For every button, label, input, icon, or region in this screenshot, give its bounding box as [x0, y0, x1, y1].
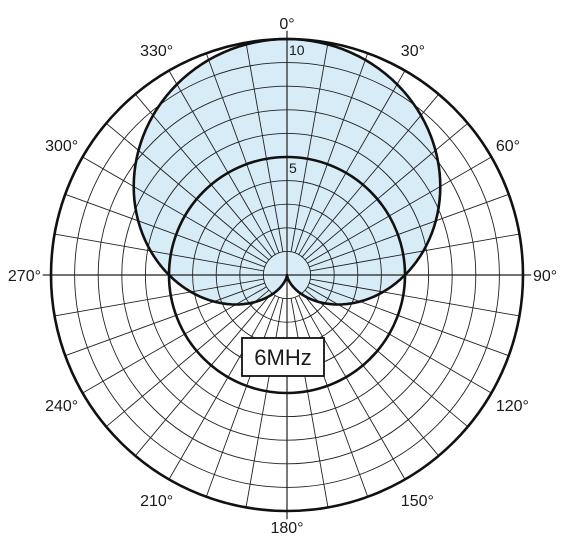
angle-tick-label: 180° — [270, 520, 303, 537]
grid-spoke — [82, 286, 267, 394]
annotation-label: 6MHz — [254, 345, 311, 370]
radial-tick-label: 10 — [289, 42, 305, 58]
grid-spoke — [134, 93, 273, 258]
angle-tick-label: 210° — [140, 493, 173, 510]
grid-spoke — [301, 292, 440, 457]
angle-tick-label: 60° — [496, 138, 520, 155]
grid-spoke — [298, 70, 406, 255]
grid-spoke — [205, 53, 280, 253]
grid-spoke — [304, 122, 469, 261]
grid-spoke — [294, 53, 369, 253]
radial-tick-label: 5 — [289, 160, 297, 176]
grid-spoke — [168, 295, 276, 480]
grid-spoke — [168, 70, 276, 255]
angle-tick-label: 30° — [401, 43, 425, 60]
cardioid-pattern-line — [132, 37, 442, 306]
grid-spoke — [307, 156, 492, 264]
frequency-annotation: 6MHz — [241, 337, 325, 377]
grid-spoke — [65, 193, 265, 268]
grid-spoke — [105, 289, 270, 428]
circle-pattern-line — [167, 155, 407, 395]
grid-spoke — [105, 122, 270, 261]
angle-labels: 0° 30° 60° 90° 120° 150° 180° 210° 240° 270° 300° 3… — [8, 16, 557, 537]
grid-spoke — [290, 298, 329, 508]
grid-spoke — [134, 292, 273, 457]
angle-tick-label: 240° — [45, 398, 78, 415]
grid-spoke — [54, 278, 264, 317]
annotation-box — [241, 337, 325, 377]
pattern-series-layer — [49, 37, 525, 513]
grid-spoke — [309, 282, 509, 357]
angle-tick-label: 270° — [8, 268, 41, 285]
grid-spoke — [205, 297, 280, 497]
grid-spoke — [294, 297, 369, 497]
radial-labels: 5 10 — [289, 42, 305, 176]
grid-spoke — [304, 289, 469, 428]
grid-spoke — [310, 233, 520, 272]
angle-tick-label: 120° — [496, 398, 529, 415]
grid-spoke — [82, 156, 267, 264]
grid-spoke — [245, 42, 284, 252]
angle-tick-label: 0° — [279, 16, 294, 33]
grid-spoke — [309, 193, 509, 268]
grid-spoke — [307, 286, 492, 394]
grid-spoke — [298, 295, 406, 480]
grid-spoke — [290, 42, 329, 252]
angle-tick-label: 150° — [401, 493, 434, 510]
grid-spoke — [65, 282, 265, 357]
grid-spoke — [245, 298, 284, 508]
grid-spoke — [301, 93, 440, 258]
grid-spoke — [54, 233, 264, 272]
angle-tick-label: 90° — [533, 268, 557, 285]
angle-tick-label: 300° — [45, 138, 78, 155]
angle-tick-label: 330° — [140, 43, 173, 60]
grid-spoke — [310, 278, 520, 317]
